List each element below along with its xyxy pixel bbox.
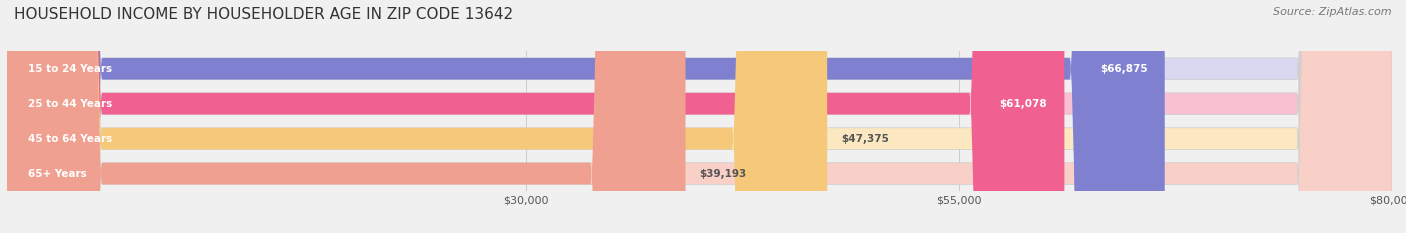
- Text: 45 to 64 Years: 45 to 64 Years: [28, 134, 112, 144]
- Text: $39,193: $39,193: [699, 169, 747, 178]
- Text: $61,078: $61,078: [1000, 99, 1047, 109]
- FancyBboxPatch shape: [7, 0, 1164, 233]
- Text: Source: ZipAtlas.com: Source: ZipAtlas.com: [1274, 7, 1392, 17]
- Text: $47,375: $47,375: [841, 134, 889, 144]
- Text: 65+ Years: 65+ Years: [28, 169, 87, 178]
- FancyBboxPatch shape: [7, 0, 1064, 233]
- Text: HOUSEHOLD INCOME BY HOUSEHOLDER AGE IN ZIP CODE 13642: HOUSEHOLD INCOME BY HOUSEHOLDER AGE IN Z…: [14, 7, 513, 22]
- FancyBboxPatch shape: [7, 0, 686, 233]
- FancyBboxPatch shape: [7, 0, 1392, 233]
- Text: 15 to 24 Years: 15 to 24 Years: [28, 64, 112, 74]
- FancyBboxPatch shape: [7, 0, 1392, 233]
- Text: 25 to 44 Years: 25 to 44 Years: [28, 99, 112, 109]
- FancyBboxPatch shape: [7, 0, 1392, 233]
- Text: $66,875: $66,875: [1099, 64, 1147, 74]
- FancyBboxPatch shape: [7, 0, 1392, 233]
- FancyBboxPatch shape: [7, 0, 827, 233]
